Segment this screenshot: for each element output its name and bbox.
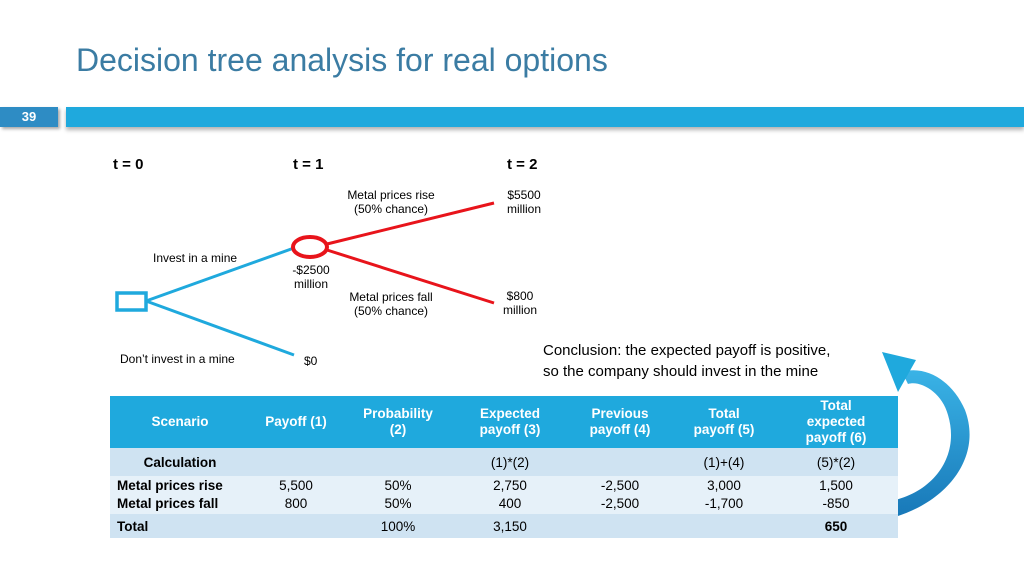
table-cell: (1)*(2): [454, 448, 566, 476]
low-payoff-label: $800 million: [502, 289, 537, 317]
table-cell: [566, 448, 674, 476]
header-total-payoff: Total payoff (5): [674, 396, 774, 448]
dont-invest-label: Don’t invest in a mine: [120, 352, 235, 366]
header-previous-payoff: Previous payoff (4): [566, 396, 674, 448]
total-row: Total 100% 3,150 650: [110, 514, 898, 538]
total-expected-payoff-cell: 650: [774, 514, 898, 538]
table-cell: Metal prices rise Metal prices fall: [110, 476, 250, 514]
header-payoff: Payoff (1): [250, 396, 342, 448]
table-cell: [566, 514, 674, 538]
header-scenario: Scenario: [110, 396, 250, 448]
title-bar: [66, 107, 1024, 127]
table-cell: 3,000 -1,700: [674, 476, 774, 514]
conclusion-text: Conclusion: the expected payoff is posit…: [543, 342, 831, 380]
table-cell: 1,500 -850: [774, 476, 898, 514]
table-cell: [250, 514, 342, 538]
slide-number: 39: [0, 107, 58, 127]
table-cell: 50% 50%: [342, 476, 454, 514]
dont-invest-branch: [145, 299, 295, 357]
calculation-row: Calculation (1)*(2) (1)+(4) (5)*(2): [110, 448, 898, 476]
arrowhead-icon: [882, 352, 916, 392]
table-cell: [674, 514, 774, 538]
price-fall-branch: [326, 248, 495, 305]
table-cell: Calculation: [110, 448, 250, 476]
slide-title: Decision tree analysis for real options: [76, 42, 608, 78]
table-cell: -2,500 -2,500: [566, 476, 674, 514]
price-rise-branch: [326, 201, 495, 246]
table-cell: (1)+(4): [674, 448, 774, 476]
table-cell: 5,500 800: [250, 476, 342, 514]
table-cell: 2,750 400: [454, 476, 566, 514]
header-row: Scenario Payoff (1) Probability (2) Expec…: [110, 396, 898, 448]
invest-cost-label: -$2500 million: [292, 263, 330, 291]
invest-branch: [145, 246, 295, 303]
invest-label: Invest in a mine: [153, 251, 238, 265]
table-cell: 100%: [342, 514, 454, 538]
curved-arrow-icon: [895, 370, 970, 517]
price-fall-label: Metal prices fall (50% chance): [349, 290, 433, 318]
time-label-t1: t = 1: [293, 156, 324, 173]
time-label-t2: t = 2: [507, 156, 538, 173]
header-probability: Probability (2): [342, 396, 454, 448]
table-cell: (5)*(2): [774, 448, 898, 476]
table-cell: 3,150: [454, 514, 566, 538]
table-cell: [342, 448, 454, 476]
header-expected-payoff: Expected payoff (3): [454, 396, 566, 448]
high-payoff-label: $5500 million: [506, 188, 541, 216]
payoff-table: Scenario Payoff (1) Probability (2) Expec…: [110, 396, 898, 538]
zero-payoff-label: $0: [304, 354, 318, 368]
price-rise-label: Metal prices rise (50% chance): [347, 188, 435, 216]
chance-node: [291, 235, 329, 259]
table-cell: [250, 448, 342, 476]
table-cell: Total: [110, 514, 250, 538]
header-total-expected-payoff: Total expected payoff (6): [774, 396, 898, 448]
decision-node: [115, 291, 148, 312]
table-row: Metal prices rise Metal prices fall 5,500…: [110, 476, 898, 514]
time-label-t0: t = 0: [113, 156, 144, 173]
